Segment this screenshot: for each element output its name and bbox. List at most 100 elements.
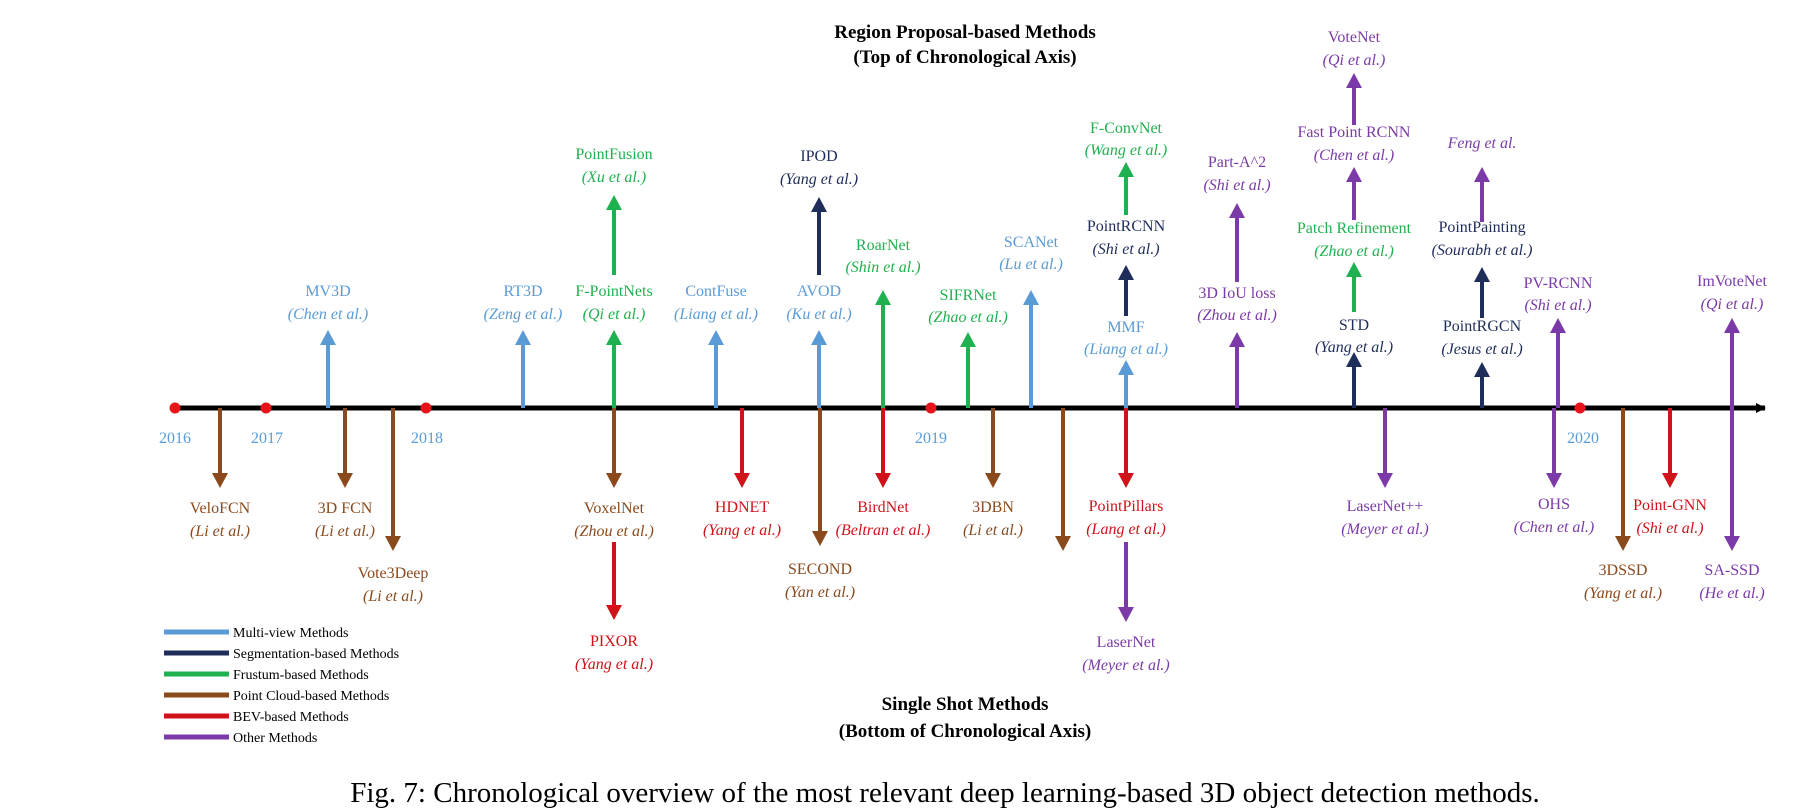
method-part-a-2-name: Part-A^2 xyxy=(1208,154,1266,171)
method-3d-fcn-authors: (Li et al.) xyxy=(315,523,375,540)
method-fast-point-rcnn-arrow xyxy=(1346,167,1362,220)
method-second-authors: (Yan et al.) xyxy=(785,584,855,601)
method-rt3d: RT3D (Zeng et al.) xyxy=(484,283,562,408)
method-lasernet-arrow xyxy=(1118,542,1134,622)
method-roarnet: RoarNet (Shin et al.) xyxy=(845,237,921,408)
method-mmf-name: MMF xyxy=(1107,319,1144,336)
method-lasernet-name: LaserNet xyxy=(1097,634,1156,651)
method-lasernet-authors: (Meyer et al.) xyxy=(1082,657,1170,674)
method-3d-iou-loss-arrow xyxy=(1229,332,1245,408)
method-pointrgcn-authors: (Jesus et al.) xyxy=(1441,341,1522,358)
method-f-pointnets-name: F-PointNets xyxy=(575,283,652,300)
method-votenet-authors: (Qi et al.) xyxy=(1323,52,1386,69)
method-roarnet-arrow xyxy=(875,290,891,408)
method-sifrnet: SIFRNet (Zhao et al.) xyxy=(928,287,1008,408)
method-ohs: OHS (Chen et al.) xyxy=(1514,408,1594,536)
method-hdnet-authors: (Yang et al.) xyxy=(703,522,781,539)
method-arrows: MV3D (Chen et al.) RT3D (Zeng et al.) F-Poin… xyxy=(190,29,1768,674)
method-contfuse-authors: (Liang et al.) xyxy=(674,306,758,323)
method-vote3deep-authors: (Li et al.) xyxy=(363,588,423,605)
method-patch-refinement-name: Patch Refinement xyxy=(1297,220,1412,237)
method-pointpainting: PointPainting (Sourabh et al.) xyxy=(1432,219,1533,318)
method-point-gnn: Point-GNN (Shi et al.) xyxy=(1633,408,1707,537)
method-pv-rcnn-name: PV-RCNN xyxy=(1524,275,1593,292)
method-rt3d-arrow xyxy=(515,330,531,408)
method-pointfusion-name: PointFusion xyxy=(575,146,652,163)
method-vote3deep-arrow xyxy=(385,408,401,551)
method-3dbn: 3DBN (Li et al.) xyxy=(963,408,1023,539)
method-3dssd-name: 3DSSD xyxy=(1599,562,1648,579)
method-imvotenet: ImVoteNet (Qi et al.) xyxy=(1697,273,1768,408)
method-votenet-arrow xyxy=(1346,73,1362,125)
method-part-a-2: Part-A^2 (Shi et al.) xyxy=(1203,154,1271,282)
method-pointfusion: PointFusion (Xu et al.) xyxy=(575,146,653,275)
method-scanet-arrow xyxy=(1023,290,1039,408)
method-3d-iou-loss-name: 3D IoU loss xyxy=(1198,285,1275,302)
method-mv3d: MV3D (Chen et al.) xyxy=(288,283,368,408)
bottom-heading-line2: (Bottom of Chronological Axis) xyxy=(839,721,1091,742)
method-f-pointnets-authors: (Qi et al.) xyxy=(583,306,646,323)
method-pointrgcn-name: PointRGCN xyxy=(1443,318,1522,335)
year-label-2016: 2016 xyxy=(159,430,191,447)
method-pv-rcnn: PV-RCNN (Shi et al.) xyxy=(1524,275,1593,408)
method-voxelnet-arrow xyxy=(606,408,622,488)
method-velofcn-name: VeloFCN xyxy=(190,500,251,517)
method-3dssd-authors: (Yang et al.) xyxy=(1584,585,1662,602)
method-ipod: IPOD (Yang et al.) xyxy=(780,148,858,275)
legend: Multi-view Methods Segmentation-based Met… xyxy=(164,626,399,746)
method-contfuse-arrow xyxy=(708,330,724,408)
method-3dbn-arrow xyxy=(985,408,1001,488)
method-ohs-arrow xyxy=(1546,408,1562,488)
legend-label: Segmentation-based Methods xyxy=(233,647,399,662)
method-point-gnn-arrow xyxy=(1662,408,1678,488)
method-avod-authors: (Ku et al.) xyxy=(786,306,851,323)
year-label-2020: 2020 xyxy=(1567,430,1599,447)
year-dot-2017 xyxy=(260,402,272,414)
method-votenet: VoteNet (Qi et al.) xyxy=(1323,29,1386,125)
method-pointpillars-arrow xyxy=(1118,408,1134,488)
method-hdnet-name: HDNET xyxy=(715,499,769,516)
legend-label: Multi-view Methods xyxy=(233,626,349,641)
legend-item-frustum-based-methods: Frustum-based Methods xyxy=(164,668,369,683)
legend-item-point-cloud-based-methods: Point Cloud-based Methods xyxy=(164,689,389,704)
method-voxelnet: VoxelNet (Zhou et al.) xyxy=(574,408,654,540)
method-f-pointnets: F-PointNets (Qi et al.) xyxy=(575,283,653,408)
method-pixor-arrow xyxy=(606,542,622,620)
method-mv3d-authors: (Chen et al.) xyxy=(288,306,368,323)
method-sa-ssd-arrow xyxy=(1724,408,1740,551)
method-lasernet-authors: (Meyer et al.) xyxy=(1341,521,1429,538)
method-ohs-authors: (Chen et al.) xyxy=(1514,519,1594,536)
method-second: SECOND (Yan et al.) xyxy=(785,408,855,601)
method-vote3deep: Vote3Deep (Li et al.) xyxy=(358,408,428,605)
method-std-authors: (Yang et al.) xyxy=(1315,339,1393,356)
method-contfuse-name: ContFuse xyxy=(685,283,746,300)
method-contfuse: ContFuse (Liang et al.) xyxy=(674,283,758,408)
method-roarnet-name: RoarNet xyxy=(856,237,911,254)
method-std-name: STD xyxy=(1339,317,1369,334)
year-dot-2019 xyxy=(925,402,937,414)
method-lasernet: LaserNet++ (Meyer et al.) xyxy=(1341,408,1429,538)
method-voxelnet-authors: (Zhou et al.) xyxy=(574,523,654,540)
method-patch-refinement-arrow xyxy=(1346,262,1362,312)
method-std-arrow xyxy=(1346,352,1362,408)
legend-item-multi-view-methods: Multi-view Methods xyxy=(164,626,349,641)
method-lasernet: LaserNet (Meyer et al.) xyxy=(1082,542,1170,674)
method-votenet-name: VoteNet xyxy=(1328,29,1381,46)
year-markers: 2016 2017 2018 2019 2020 xyxy=(159,402,1599,447)
legend-label: Point Cloud-based Methods xyxy=(233,689,389,704)
legend-label: Frustum-based Methods xyxy=(233,668,369,683)
method-pointpainting-authors: (Sourabh et al.) xyxy=(1432,242,1533,259)
method-velofcn-authors: (Li et al.) xyxy=(190,523,250,540)
method-3d-iou-loss-authors: (Zhou et al.) xyxy=(1197,307,1277,324)
method-second-name: SECOND xyxy=(788,561,852,578)
method-ipod-arrow xyxy=(811,197,827,275)
method-3dssd-arrow xyxy=(1615,408,1631,551)
method-mmf: MMF (Liang et al.) xyxy=(1084,319,1168,408)
method-point-gnn-name: Point-GNN xyxy=(1633,497,1707,514)
method-voxelnet-name: VoxelNet xyxy=(584,500,645,517)
method-feng-et-al-name: Feng et al. xyxy=(1447,135,1517,152)
method-3d-fcn-name: 3D FCN xyxy=(318,500,373,517)
method-sa-ssd: SA-SSD (He et al.) xyxy=(1699,408,1765,602)
method-scanet-authors: (Lu et al.) xyxy=(999,256,1063,273)
unlabeled-arrow-1 xyxy=(1055,408,1071,551)
